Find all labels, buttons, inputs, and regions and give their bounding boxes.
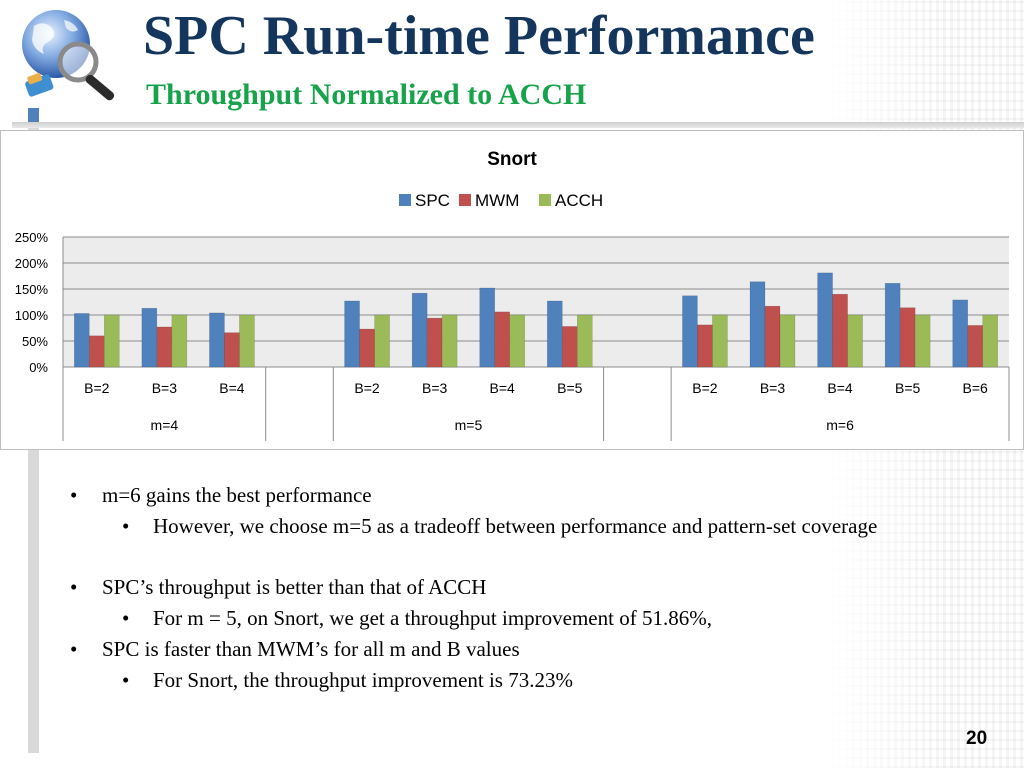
bar-spc [411,292,428,368]
bar-spc [884,282,901,368]
title-divider [12,122,1024,128]
bar-spc [141,307,158,368]
bullet-dot-icon: • [70,637,78,661]
category-label: B=5 [895,380,921,396]
bar-acch [441,314,458,368]
sub-bullet-item: • However, we choose m=5 as a tradeoff be… [66,511,966,542]
bar-spc [73,313,90,368]
bar-acch [103,314,120,368]
bullet-text: For Snort, the throughput improvement is… [153,668,573,692]
bar-mwm [697,324,713,368]
bullet-dot-icon: • [122,606,130,630]
bullet-text: However, we choose m=5 as a tradeoff bet… [153,514,878,538]
bar-mwm [494,311,511,368]
bar-acch [914,314,931,368]
slide-subtitle: Throughput Normalized to ACCH [146,78,587,111]
bullet-dot-icon: • [70,483,78,507]
group-label: m=4 [151,417,179,433]
category-label: B=4 [827,380,853,396]
bar-mwm [764,305,781,368]
left-accent-bar-top [28,108,39,128]
bar-mwm [88,335,105,368]
bullet-text: SPC’s throughput is better than that of … [102,575,487,599]
group-label: m=5 [455,417,483,433]
bar-chart: Snort SPC MWM ACCH 0% 50% 100% 150% 200% 250% m=4 m… [15,149,1010,441]
category-label: B=3 [152,380,178,396]
chart-title: Snort [487,149,537,170]
category-label: B=4 [490,380,516,396]
category-label: B=5 [557,380,583,396]
bar-acch [239,314,255,368]
legend-label: ACCH [555,191,603,210]
legend-swatch [399,194,411,206]
bullet-item: • m=6 gains the best performance [66,480,966,511]
legend-label: SPC [415,191,450,210]
sub-bullet-item: • For m = 5, on Snort, we get a throughpu… [66,603,966,634]
bar-acch [374,314,390,368]
y-tick-label: 100% [15,308,49,323]
page-number: 20 [966,728,988,749]
bar-spc [817,272,833,368]
bullet-item: • SPC is faster than MWM’s for all m and … [66,634,966,665]
bar-mwm [899,307,916,368]
bar-mwm [426,317,443,368]
legend-swatch [539,194,551,206]
category-label: B=2 [84,380,110,396]
legend-swatch [459,194,471,206]
bar-mwm [561,326,578,368]
category-label: B=2 [354,380,380,396]
bullet-text: SPC is faster than MWM’s for all m and B… [102,637,520,661]
sub-bullet-item: • For Snort, the throughput improvement i… [66,665,966,696]
bar-acch [576,314,593,368]
slide-title: SPC Run-time Performance [143,5,815,67]
y-tick-label: 200% [15,256,49,271]
y-tick-label: 150% [15,282,49,297]
bar-acch [847,314,863,368]
bar-acch [712,314,728,368]
category-label: B=6 [963,380,989,396]
bullet-dot-icon: • [70,575,78,599]
bar-spc [749,281,766,368]
bar-mwm [832,293,848,368]
chart-container: Snort SPC MWM ACCH 0% 50% 100% 150% 200% 250% m=4 m… [0,130,1024,450]
category-label: B=2 [692,380,718,396]
bullet-text: m=6 gains the best performance [102,483,372,507]
bar-mwm [967,325,984,368]
bar-acch [509,314,526,368]
group-label: m=6 [826,417,854,433]
bar-spc [952,299,969,368]
category-label: B=3 [422,380,448,396]
bar-mwm [359,328,375,368]
category-label: B=3 [760,380,786,396]
legend-label: MWM [475,191,519,210]
bullet-dot-icon: • [122,668,130,692]
bar-spc [344,300,360,368]
bar-acch [779,314,796,368]
y-tick-label: 250% [15,230,49,245]
bar-mwm [156,326,173,368]
bar-spc [209,312,225,368]
bullet-text: For m = 5, on Snort, we get a throughput… [153,606,712,630]
bullet-item: • SPC’s throughput is better than that of… [66,572,966,603]
y-tick-label: 0% [29,360,48,375]
bullet-gap [66,542,966,572]
plot-area [63,237,1009,367]
category-label: B=4 [219,380,245,396]
bar-spc [682,295,698,368]
bar-mwm [224,332,240,368]
bullet-list: • m=6 gains the best performance • However,… [66,480,966,696]
bullet-dot-icon: • [122,514,130,538]
bar-spc [479,287,496,368]
bar-spc [546,300,563,368]
bar-acch [982,314,999,368]
bar-acch [171,314,188,368]
y-tick-label: 50% [22,334,48,349]
globe-magnifier-icon [22,10,115,101]
